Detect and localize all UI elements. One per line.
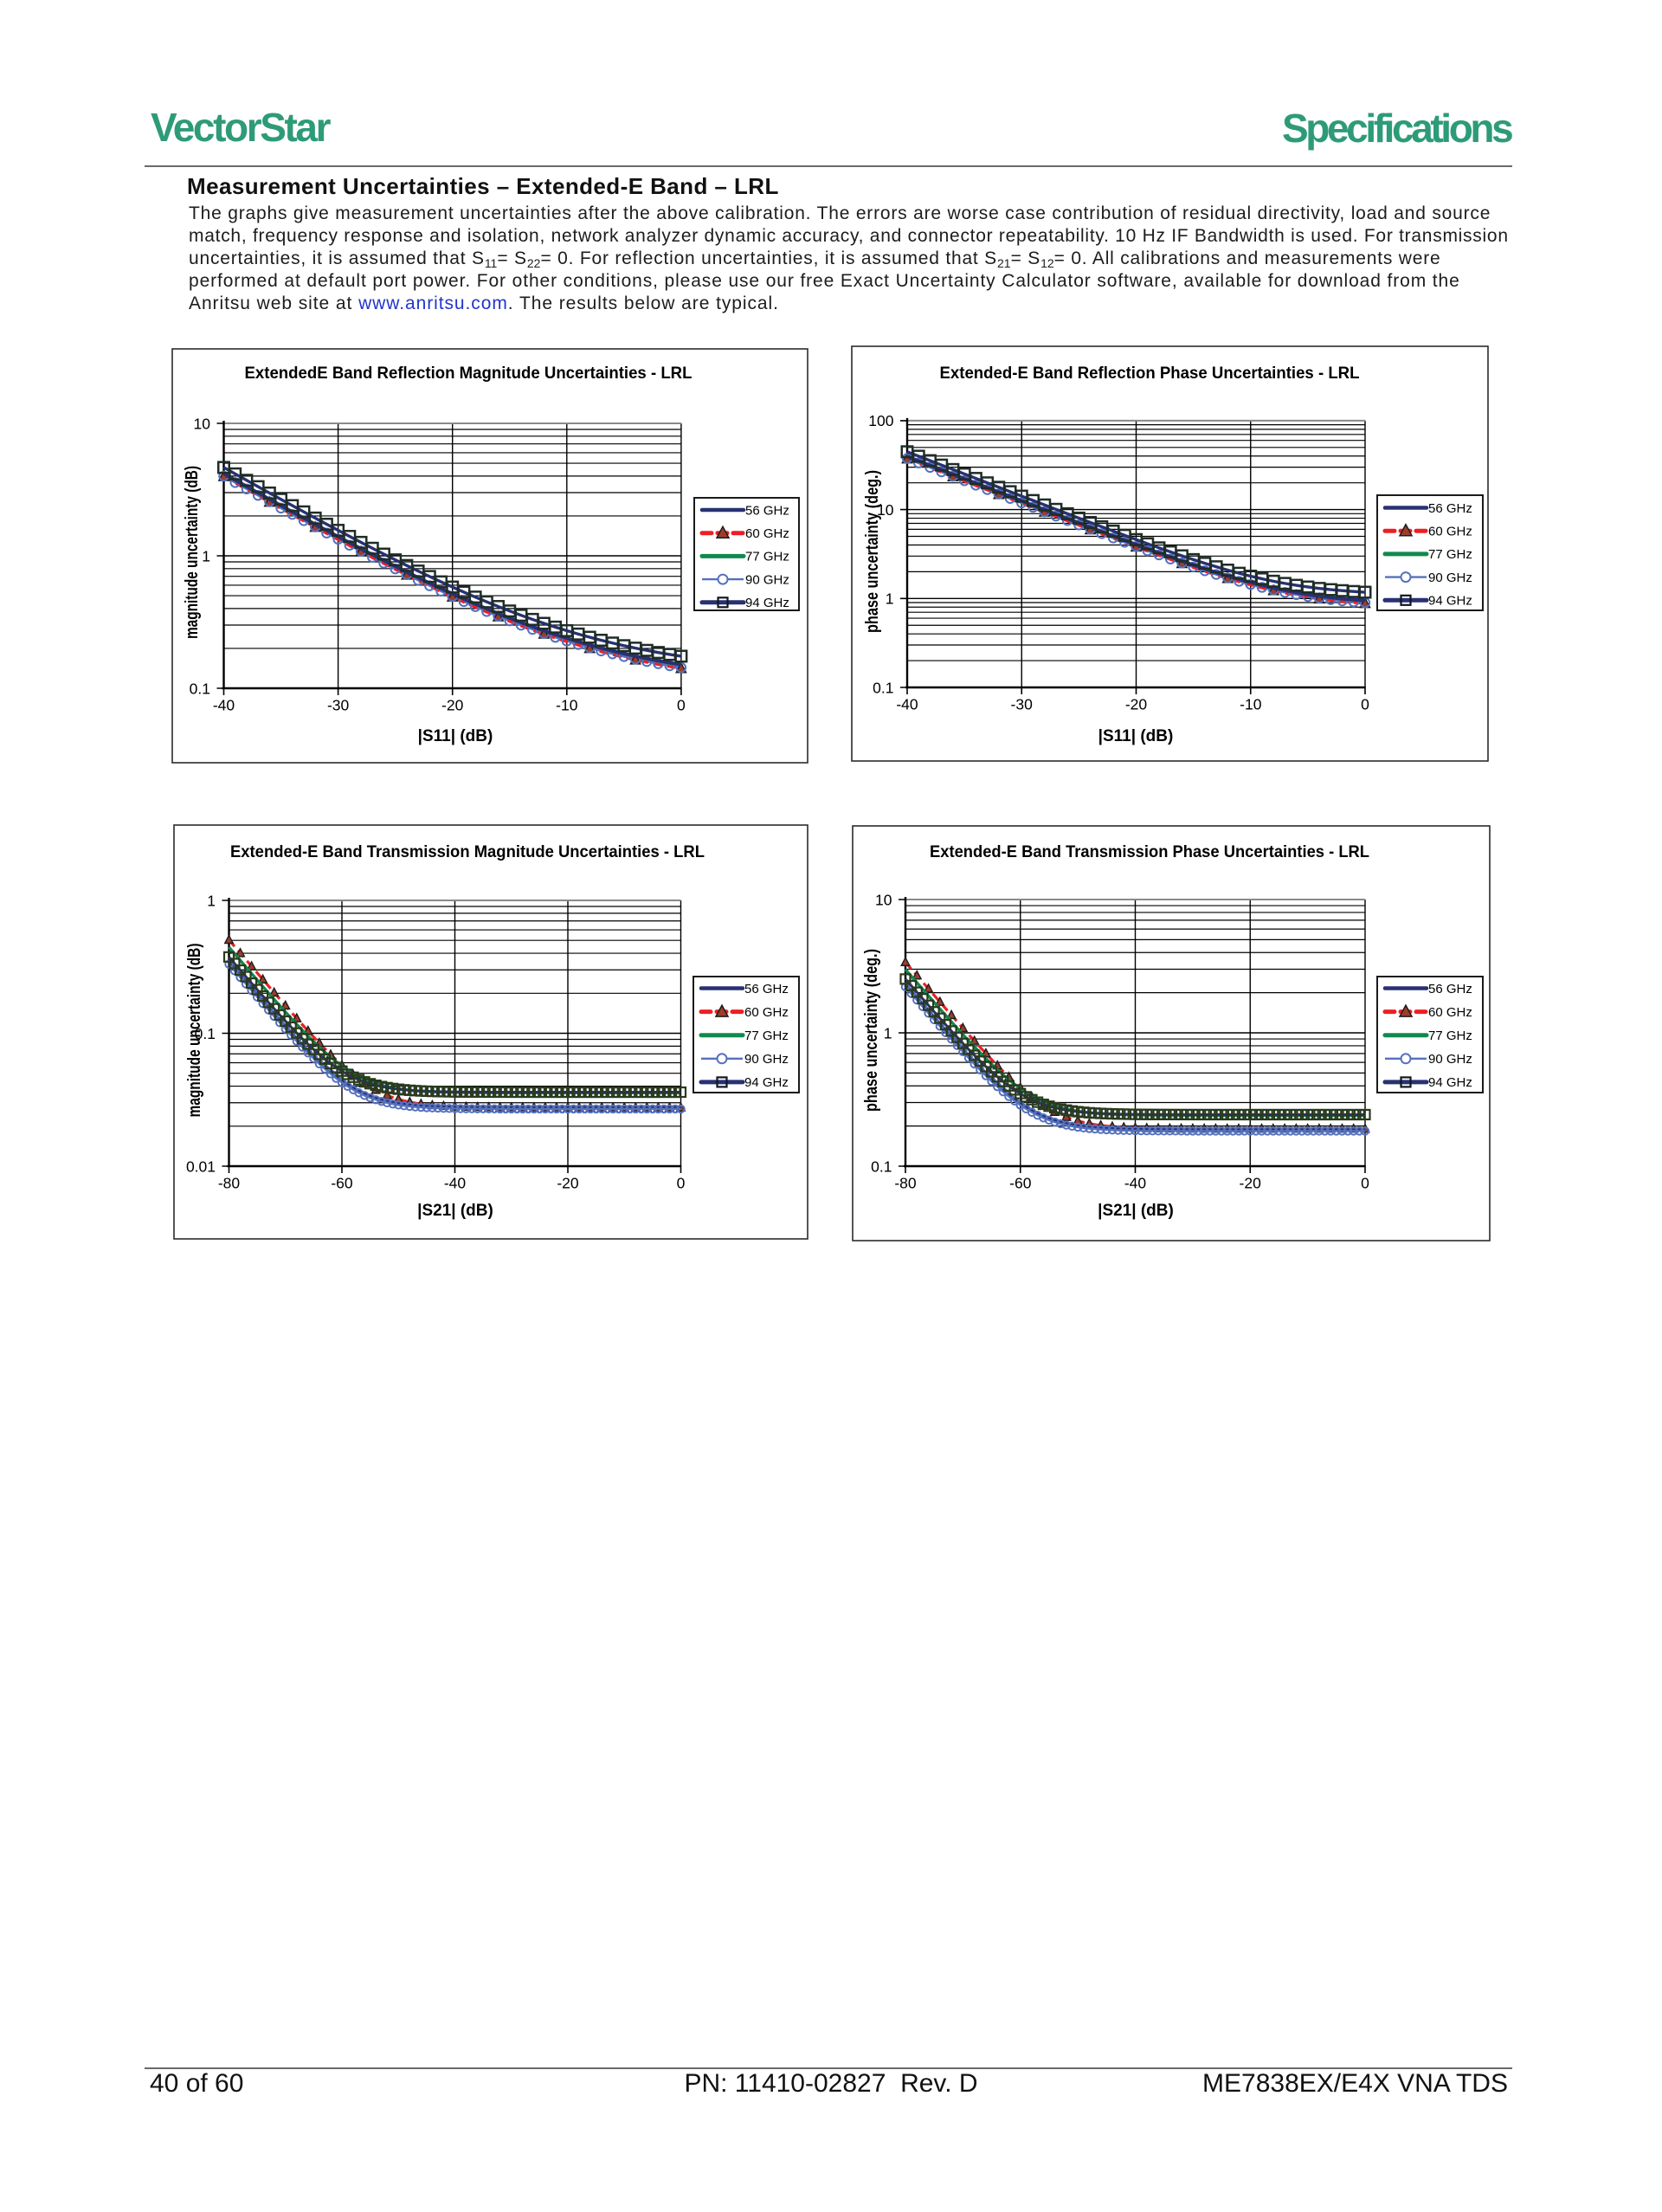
svg-text:60 GHz: 60 GHz [1428,1005,1472,1020]
svg-text:0.1: 0.1 [871,1158,892,1175]
svg-text:10: 10 [875,891,892,908]
svg-text:magnitude uncertainty (dB): magnitude uncertainty (dB) [184,944,204,1118]
svg-text:1: 1 [207,892,216,909]
svg-text:Extended-E Band Transmission M: Extended-E Band Transmission Magnitude U… [230,843,705,861]
svg-text:Extended-E Band Reflection Pha: Extended-E Band Reflection Phase Uncerta… [940,364,1360,383]
svg-text:56 GHz: 56 GHz [744,982,789,996]
svg-text:-20: -20 [441,697,464,714]
svg-text:10: 10 [877,501,894,519]
svg-text:-60: -60 [331,1175,353,1192]
svg-text:|S21| (dB): |S21| (dB) [417,1202,493,1220]
svg-text:100: 100 [868,412,893,429]
svg-text:94 GHz: 94 GHz [744,1075,789,1090]
svg-text:0: 0 [677,697,686,714]
svg-text:-10: -10 [556,697,578,714]
svg-text:77 GHz: 77 GHz [745,550,789,564]
svg-text:56 GHz: 56 GHz [745,503,789,518]
svg-text:60 GHz: 60 GHz [744,1005,789,1020]
svg-text:phase uncertainty (deg.): phase uncertainty (deg.) [861,949,881,1112]
svg-text:0: 0 [1361,1175,1369,1192]
svg-text:|S21| (dB): |S21| (dB) [1098,1202,1174,1220]
svg-text:Extended-E Band Transmission P: Extended-E Band Transmission Phase Uncer… [930,843,1369,861]
svg-text:56 GHz: 56 GHz [1428,982,1472,996]
svg-text:77 GHz: 77 GHz [744,1029,789,1043]
svg-text:60 GHz: 60 GHz [745,526,789,541]
svg-text:-40: -40 [213,697,235,714]
svg-text:90 GHz: 90 GHz [1428,1052,1472,1067]
svg-text:0.1: 0.1 [195,1025,216,1042]
svg-text:-20: -20 [557,1175,579,1192]
svg-text:-60: -60 [1009,1175,1032,1192]
svg-text:ExtendedE Band Reflection Magn: ExtendedE Band Reflection Magnitude Unce… [245,364,692,383]
svg-text:77 GHz: 77 GHz [1428,547,1472,562]
svg-text:-30: -30 [327,697,350,714]
svg-text:|S11| (dB): |S11| (dB) [1098,727,1174,745]
svg-text:94 GHz: 94 GHz [745,596,789,610]
svg-text:1: 1 [202,547,210,564]
svg-text:60 GHz: 60 GHz [1428,525,1472,539]
svg-text:94 GHz: 94 GHz [1428,1075,1472,1090]
svg-text:-80: -80 [894,1175,917,1192]
svg-text:-40: -40 [896,696,918,713]
svg-text:0.1: 0.1 [873,679,893,696]
svg-text:0: 0 [1361,696,1369,713]
svg-text:-10: -10 [1240,696,1262,713]
svg-text:90 GHz: 90 GHz [744,1052,789,1067]
svg-text:0.01: 0.01 [186,1158,216,1175]
svg-text:phase uncertainty (deg.): phase uncertainty (deg.) [862,470,882,633]
svg-text:56 GHz: 56 GHz [1428,501,1472,516]
svg-text:1: 1 [886,590,894,608]
svg-text:-40: -40 [1124,1175,1147,1192]
svg-text:magnitude uncertainty (dB): magnitude uncertainty (dB) [182,466,202,639]
svg-text:|S11| (dB): |S11| (dB) [418,727,493,745]
svg-text:-40: -40 [444,1175,467,1192]
svg-text:1: 1 [884,1024,892,1042]
svg-text:-30: -30 [1011,696,1034,713]
svg-text:0.1: 0.1 [190,680,210,697]
svg-text:10: 10 [194,415,211,432]
svg-text:77 GHz: 77 GHz [1428,1029,1472,1043]
svg-text:-20: -20 [1125,696,1148,713]
svg-text:0: 0 [677,1175,686,1192]
svg-text:94 GHz: 94 GHz [1428,594,1472,609]
svg-text:-80: -80 [218,1175,241,1192]
svg-text:-20: -20 [1240,1175,1262,1192]
svg-text:90 GHz: 90 GHz [1428,571,1472,585]
svg-text:90 GHz: 90 GHz [745,572,789,587]
